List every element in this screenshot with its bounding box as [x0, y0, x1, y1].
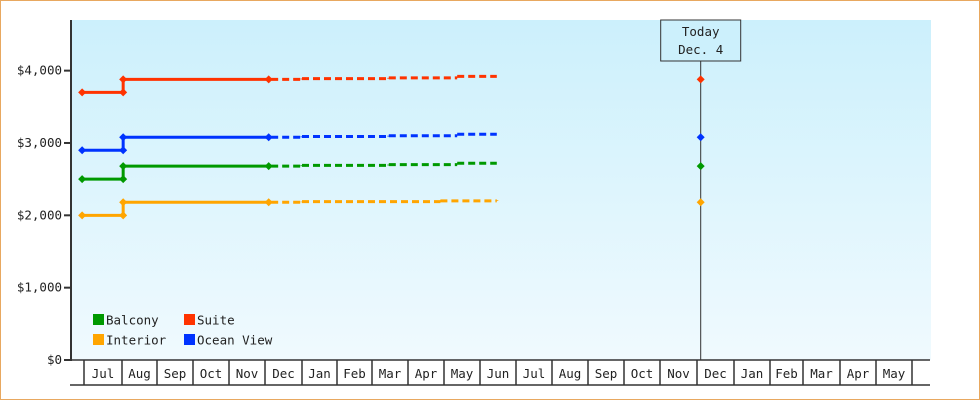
today-box: [660, 19, 742, 62]
ocean-view-data-point: [119, 146, 128, 155]
interior-series-line: [82, 200, 269, 217]
legend-swatch-balcony: [93, 314, 104, 325]
ocean-view-data-point: [78, 146, 87, 155]
today-date: Dec. 4: [678, 42, 723, 57]
x-tick-label: Dec: [272, 366, 295, 381]
balcony-data-point: [119, 175, 128, 184]
balcony-data-point: [119, 162, 128, 171]
x-tick-label: Jun: [487, 366, 510, 381]
today-label: Today: [682, 24, 720, 39]
ocean-view-series-line: [82, 135, 269, 152]
x-tick-label: May: [883, 366, 906, 381]
x-tick-label: Nov: [236, 366, 259, 381]
plot-area: [71, 20, 931, 360]
interior-forecast-line: [271, 199, 499, 204]
x-tick-label: Apr: [847, 366, 870, 381]
legend-label-suite: Suite: [197, 313, 235, 328]
legend-label-balcony: Balcony: [106, 313, 159, 328]
y-tick-label: $0: [47, 352, 62, 367]
x-tick-label: Jul: [92, 366, 115, 381]
x-tick-label: Feb: [343, 366, 366, 381]
legend-label-ocean-view: Ocean View: [197, 333, 273, 348]
x-tick-label: Mar: [810, 366, 833, 381]
y-tick-label: $3,000: [17, 135, 62, 150]
x-tick-label: Mar: [379, 366, 402, 381]
legend-swatch-ocean-view: [184, 334, 195, 345]
y-tick-label: $4,000: [17, 63, 62, 78]
suite-series-line: [82, 77, 269, 94]
legend-swatch-interior: [93, 334, 104, 345]
balcony-data-point: [264, 162, 273, 171]
balcony-data-point: [78, 175, 87, 184]
ocean-view-data-point: [264, 133, 273, 142]
suite-forecast-line: [271, 74, 497, 81]
interior-data-point: [119, 211, 128, 220]
interior-data-point: [78, 211, 87, 220]
x-tick-label: Jan: [741, 366, 764, 381]
interior-data-point: [119, 198, 128, 207]
interior-data-point: [264, 198, 273, 207]
ocean-view-forecast-line: [271, 132, 497, 139]
x-tick-label: Jul: [523, 366, 546, 381]
legend-swatch-suite: [184, 314, 195, 325]
y-tick-label: $1,000: [17, 280, 62, 295]
x-tick-label: May: [451, 366, 474, 381]
x-tick-label: Feb: [775, 366, 798, 381]
x-tick-label: Oct: [631, 366, 654, 381]
today-data-point: [696, 75, 705, 84]
x-tick-label: Oct: [200, 366, 223, 381]
x-tick-label: Aug: [128, 366, 151, 381]
x-tick-label: Sep: [595, 366, 618, 381]
x-tick-label: Apr: [415, 366, 438, 381]
suite-data-point: [119, 75, 128, 84]
suite-data-point: [78, 88, 87, 97]
suite-data-point: [264, 75, 273, 84]
suite-data-point: [119, 88, 128, 97]
today-data-point: [696, 198, 705, 207]
ocean-view-data-point: [119, 133, 128, 142]
x-tick-label: Sep: [164, 366, 187, 381]
legend-label-interior: Interior: [106, 333, 167, 348]
y-tick-label: $2,000: [17, 207, 62, 222]
x-tick-label: Nov: [667, 366, 690, 381]
x-tick-label: Aug: [559, 366, 582, 381]
balcony-series-line: [82, 164, 269, 181]
today-data-point: [696, 162, 705, 171]
balcony-forecast-line: [271, 161, 497, 168]
today-data-point: [696, 133, 705, 142]
x-tick-label: Jan: [308, 366, 331, 381]
x-tick-label: Dec: [704, 366, 727, 381]
